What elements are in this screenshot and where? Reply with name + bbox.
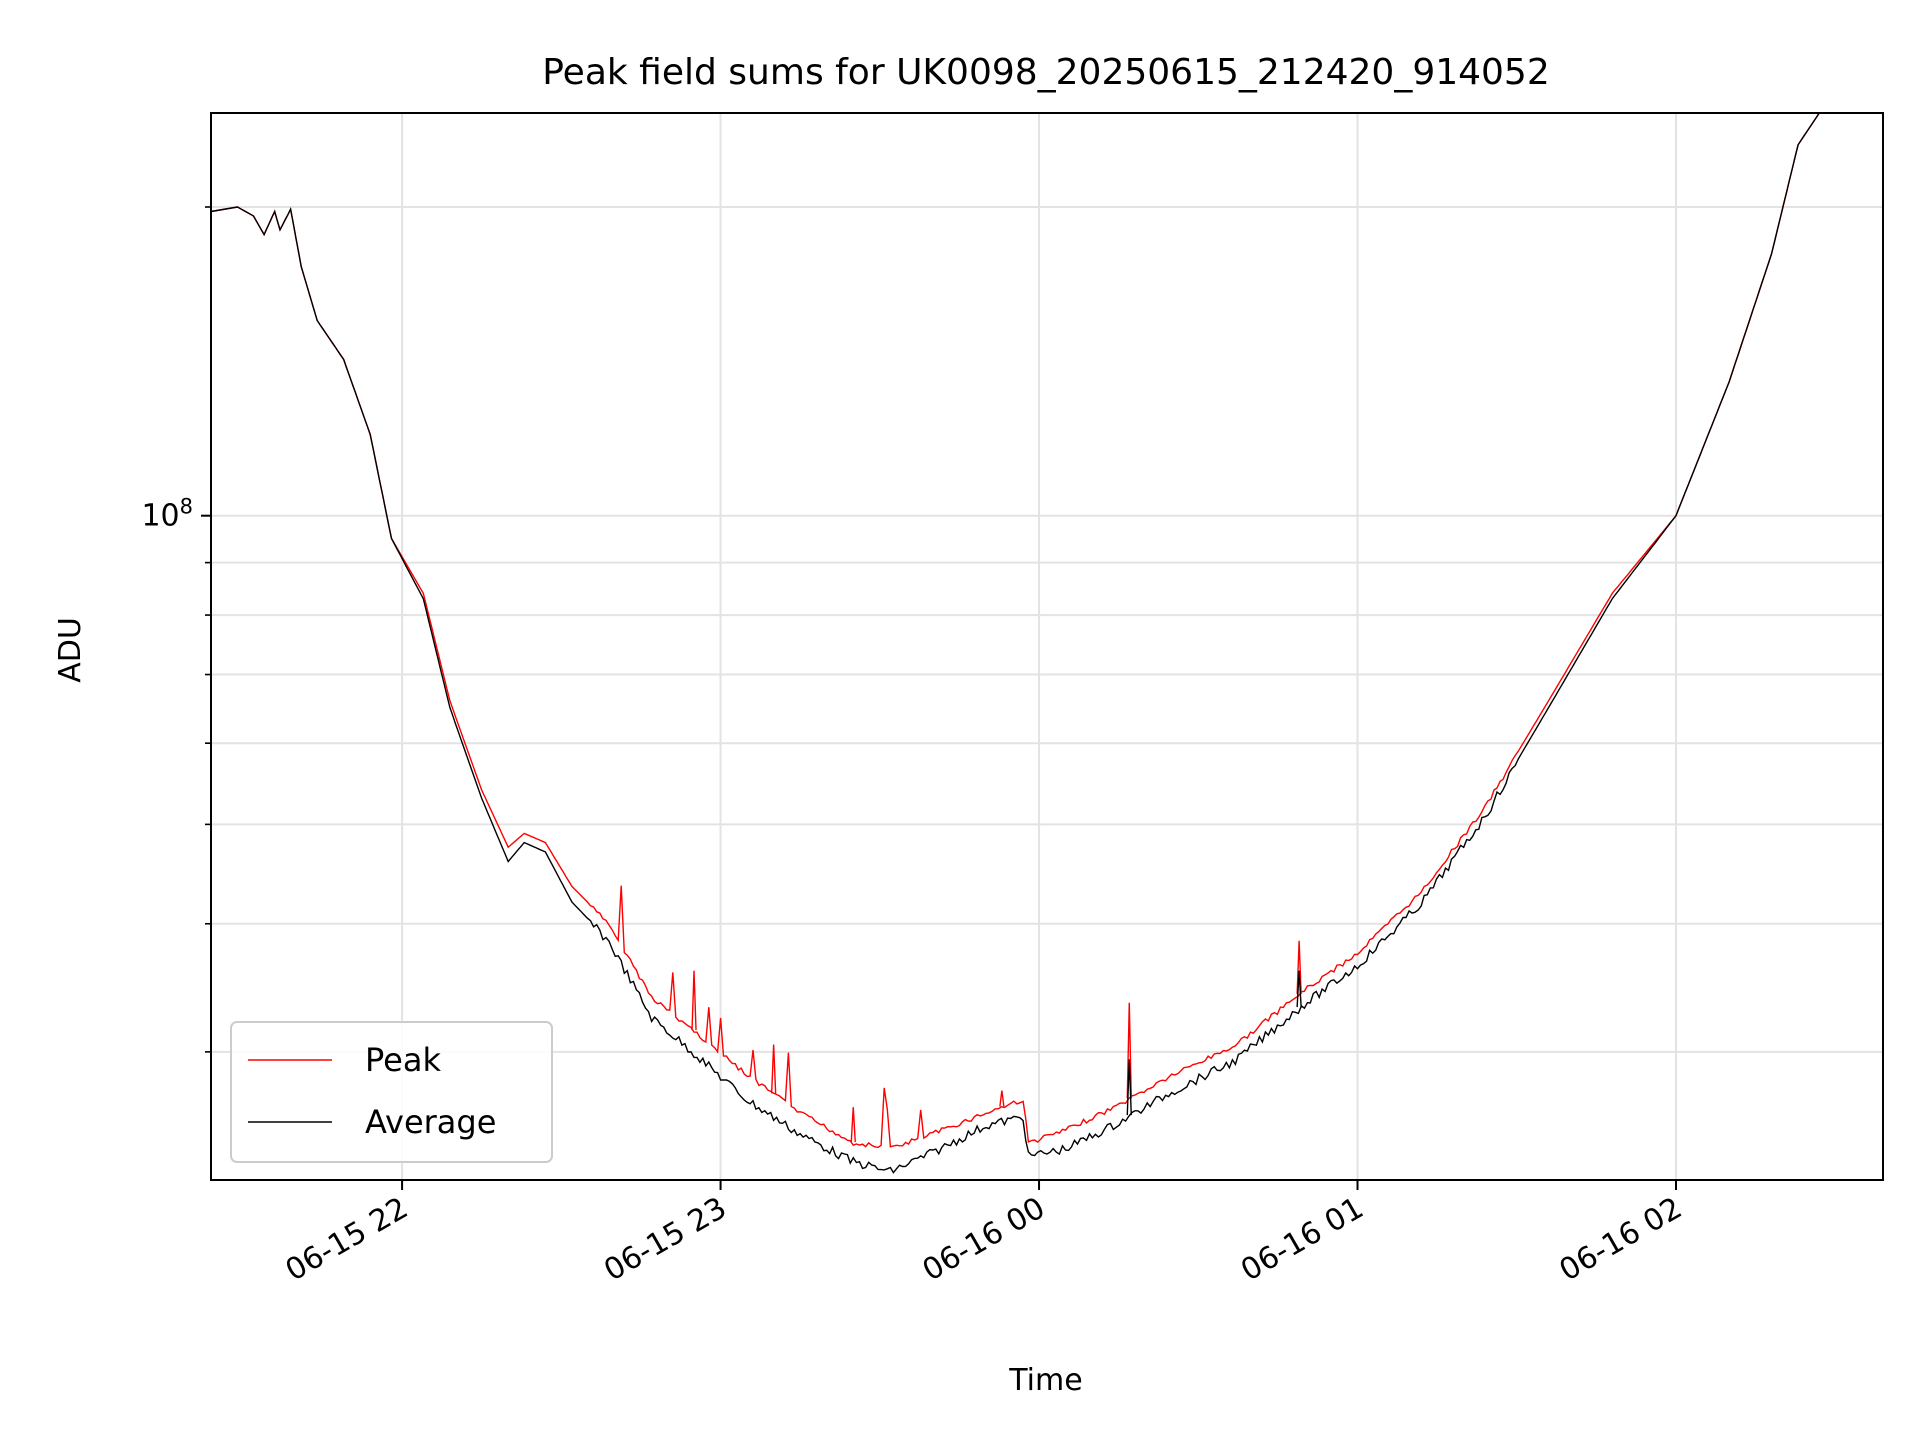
legend: Peak Average [230,1021,553,1163]
plot-frame [210,112,1884,1181]
series-spike-average [1296,970,1302,1008]
series-spike-peak [999,1090,1005,1107]
grid [211,113,1883,1180]
y-axis-title: ADU [53,617,88,683]
series-spike-peak [1126,1002,1132,1099]
series-spike-peak [1296,940,1302,994]
chart-title: Peak field sums for UK0098_20250615_2124… [542,52,1550,93]
y-tick-label: 108 [141,495,193,534]
legend-box [230,1021,553,1163]
series-line-peak [211,113,1883,1149]
legend-average-label: Average [365,1103,496,1141]
series-spike-peak [850,1107,856,1143]
series-line-average [211,113,1883,1174]
series-spike-peak [770,1044,777,1094]
series-layer [211,113,1883,1174]
series-spike-average [1126,1059,1132,1116]
legend-peak-label: Peak [365,1041,441,1079]
x-axis-title: Time [1008,1363,1082,1398]
y-axis: 108 [141,206,211,1053]
series-spike-peak [691,970,697,1031]
